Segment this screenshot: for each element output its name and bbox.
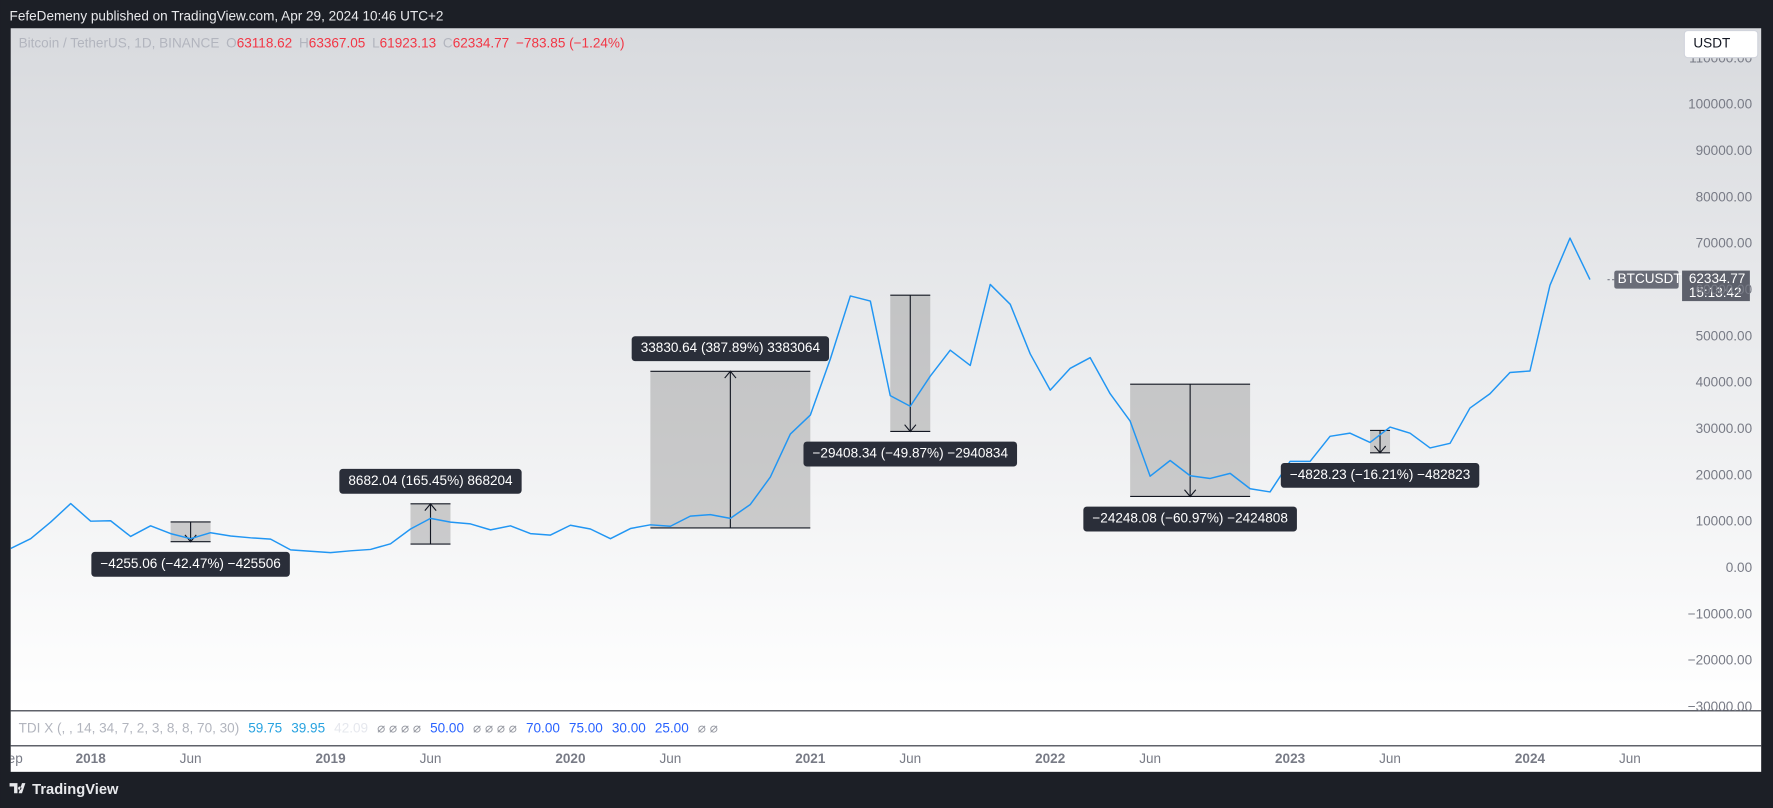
- last-price-countdown: 15:13:42: [1689, 285, 1742, 300]
- x-tick-label: Jun: [659, 751, 681, 766]
- x-tick-labels: Sep 2018 Jun 2019 Jun 2020 Jun 2021 Jun 2022 Jun 20…: [0, 751, 1641, 766]
- x-tick-label: 2022: [1035, 751, 1065, 766]
- y-tick-label: −30000.00: [1688, 699, 1752, 714]
- x-tick-label: Jun: [180, 751, 202, 766]
- y-tick-label: 100000.00: [1688, 97, 1752, 112]
- measure-label-box: [1280, 462, 1480, 488]
- legend-value: 63118.62: [237, 36, 293, 51]
- last-price-box: [1682, 270, 1750, 302]
- measure-label-box: [339, 468, 522, 494]
- indicator-value: 70.00: [526, 720, 560, 735]
- measure-arrow-head: [904, 424, 917, 433]
- currency-button-label[interactable]: USDT: [1693, 36, 1730, 51]
- x-tick-label: 2021: [795, 751, 826, 766]
- last-price-value: 62334.77: [1689, 271, 1746, 286]
- overlay: −4255.06 (−42.47%) −425506 8682.04 (165.4…: [91, 270, 1750, 577]
- legend-value: 61923.13: [380, 36, 437, 51]
- measure-arrow-head: [724, 370, 737, 379]
- legend-change: −783.85 (−1.24%): [516, 36, 624, 51]
- y-tick-label: 50000.00: [1696, 328, 1753, 343]
- x-tick-label: Jun: [1139, 751, 1161, 766]
- x-tick-label: 2020: [555, 751, 585, 766]
- x-tick-label: 2024: [1515, 751, 1546, 766]
- indicator-value: 59.75: [248, 720, 282, 735]
- x-tick-label: Jun: [420, 751, 442, 766]
- indicator-name: TDI X (, , 14, 34, 7, 2, 3, 8, 8, 70, 30…: [19, 720, 240, 735]
- legend-value: 62334.77: [453, 36, 510, 51]
- measure-arrow-head: [1184, 489, 1197, 498]
- measure-label: −4828.23 (−16.21%) −482823: [1290, 467, 1470, 482]
- header-title: FefeDemeny published on TradingView.com,…: [10, 9, 444, 24]
- y-tick-label: −20000.00: [1688, 653, 1752, 668]
- y-tick-label: 60000.00: [1696, 282, 1753, 297]
- last-price-name-box: [1614, 270, 1679, 289]
- footer-brand: TradingView: [32, 782, 119, 798]
- y-tick-label: 20000.00: [1696, 467, 1753, 482]
- measure-label: −24248.08 (−60.97%) −2424808: [1092, 511, 1287, 526]
- x-tick-label: Jun: [1379, 751, 1401, 766]
- last-price-name: BTCUSDT: [1618, 271, 1682, 286]
- measure-label-box: [1083, 506, 1297, 532]
- indicator-value: 25.00: [655, 720, 689, 735]
- legend-title: Bitcoin / TetherUS, 1D, BINANCE: [19, 36, 220, 51]
- currency-button[interactable]: [1683, 29, 1759, 59]
- x-tick-label: Jun: [899, 751, 921, 766]
- indicator-value: 75.00: [569, 720, 603, 735]
- indicator-value: ⌀ ⌀: [698, 720, 718, 735]
- legend-value: 63367.05: [309, 36, 366, 51]
- legend-key: L: [372, 36, 380, 51]
- x-tick-label: Jun: [1619, 751, 1641, 766]
- indicator-value: 42.09: [334, 720, 368, 735]
- measure-label-box: [91, 551, 290, 577]
- indicator-value: ⌀ ⌀ ⌀ ⌀: [377, 720, 421, 735]
- y-tick-label: −10000.00: [1688, 606, 1752, 621]
- measure-arrow-head: [424, 502, 437, 512]
- x-tick-label: 2019: [315, 751, 346, 766]
- y-tick-label: 80000.00: [1696, 189, 1753, 204]
- indicator-value: 39.95: [291, 720, 325, 735]
- measure-label: −29408.34 (−49.87%) −2940834: [813, 446, 1009, 461]
- indicator-pane: [10, 710, 1762, 746]
- x-tick-label: Sep: [0, 751, 23, 766]
- y-tick-label: 70000.00: [1696, 236, 1753, 251]
- y-tick-label: 0.00: [1726, 560, 1752, 575]
- indicator-value: 30.00: [612, 720, 646, 735]
- indicator-value: 50.00: [430, 720, 464, 735]
- legend-key: H: [299, 36, 309, 51]
- x-tick-label: 2023: [1275, 751, 1306, 766]
- measure-label-box: [803, 441, 1018, 467]
- measure-arrow-head: [1373, 445, 1387, 454]
- y-tick-label: 90000.00: [1696, 143, 1753, 158]
- brand-logo: [9, 783, 26, 794]
- y-tick-label: 40000.00: [1696, 375, 1753, 390]
- plot-area: [10, 237, 1591, 554]
- measure-label: 33830.64 (387.89%) 3383064: [641, 340, 821, 355]
- price-pane: [10, 28, 1762, 711]
- measure-label: 8682.04 (165.45%) 868204: [348, 473, 513, 488]
- indicator-value: ⌀ ⌀ ⌀ ⌀: [473, 720, 517, 735]
- measure-label: −4255.06 (−42.47%) −425506: [100, 556, 280, 571]
- y-tick-label: 30000.00: [1696, 421, 1753, 436]
- measure-label-box: [631, 336, 830, 362]
- time-axis: [10, 745, 1762, 772]
- legend-key: O: [226, 36, 237, 51]
- x-tick-label: 2018: [76, 751, 107, 766]
- y-tick-label: 10000.00: [1696, 514, 1753, 529]
- price-line: [10, 237, 1591, 554]
- legend-key: C: [443, 36, 453, 51]
